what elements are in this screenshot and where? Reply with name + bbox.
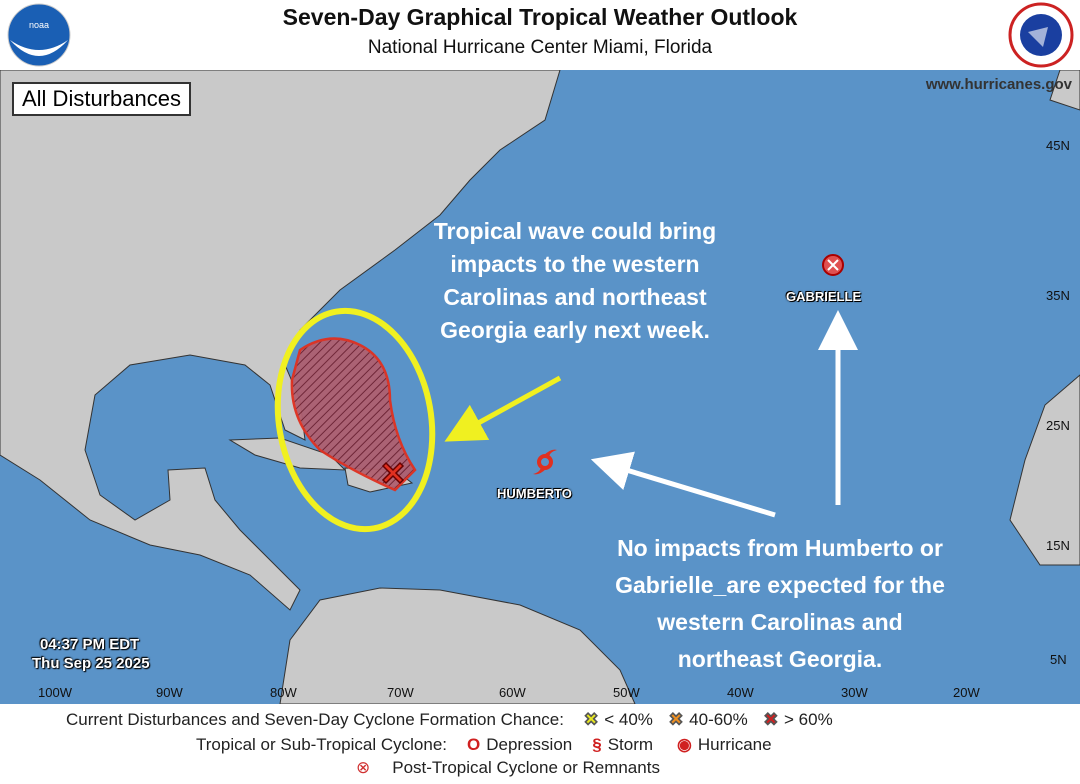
depression-icon: O [467,735,481,754]
lon-tick: 100W [38,685,72,700]
header: noaa Seven-Day Graphical Tropical Weathe… [0,0,1080,70]
legend-row-post-tropical: ⊗ Post-Tropical Cyclone or Remnants [356,758,660,777]
lat-tick: 25N [1046,418,1070,433]
legend-row-formation: Current Disturbances and Seven-Day Cyclo… [66,710,833,730]
post-tropical-icon [822,254,844,276]
lon-tick: 30W [841,685,868,700]
legend-row-cyclone: Tropical or Sub-Tropical Cyclone: O Depre… [196,735,772,754]
lat-tick: 15N [1046,538,1070,553]
lon-tick: 60W [499,685,526,700]
land-europe [1049,70,1080,111]
lat-tick: 45N [1046,138,1070,153]
land-africa [1009,374,1080,566]
lon-tick: 70W [387,685,414,700]
lon-tick: 20W [953,685,980,700]
highlight-ellipse [274,307,436,533]
hurricane-icon: ◉ [677,735,692,754]
lon-tick: 90W [156,685,183,700]
x-yellow-icon: ✖ [583,710,599,730]
land-south-america [279,587,636,704]
nws-logo [1008,2,1074,68]
lon-tick: 80W [270,685,297,700]
panel-label: All Disturbances [12,82,191,116]
hurricane-icon [533,449,557,475]
system-label-humberto: HUMBERTO [497,486,572,501]
lat-tick: 5N [1050,652,1067,667]
lon-tick: 40W [727,685,754,700]
x-orange-icon: ✖ [668,710,684,730]
land-north-america [0,70,561,611]
page-subtitle: National Hurricane Center Miami, Florida [367,37,713,58]
development-area [290,337,417,492]
annotation-storms: No impacts from Humberto or Gabrielle_ar… [615,535,945,672]
white-arrow-humberto [590,451,776,518]
svg-text:noaa: noaa [29,20,49,30]
yellow-arrow [444,375,562,442]
system-label-gabrielle: GABRIELLE [786,289,862,304]
timestamp-time: 04:37 PM EDT [40,636,140,653]
x-red-icon: ✖ [763,710,779,730]
lat-tick: 35N [1046,288,1070,303]
noaa-logo: noaa [7,3,71,67]
disturbance-x-icon [381,461,405,485]
annotation-wave: Tropical wave could bring impacts to the… [433,218,717,343]
post-tropical-icon: ⊗ [356,758,371,777]
lon-tick: 50W [613,685,640,700]
storm-icon: § [592,735,602,754]
website-label[interactable]: www.hurricanes.gov [925,76,1072,93]
map [0,70,1080,704]
timestamp-date: Thu Sep 25 2025 [32,655,150,672]
page-title: Seven-Day Graphical Tropical Weather Out… [282,4,798,30]
